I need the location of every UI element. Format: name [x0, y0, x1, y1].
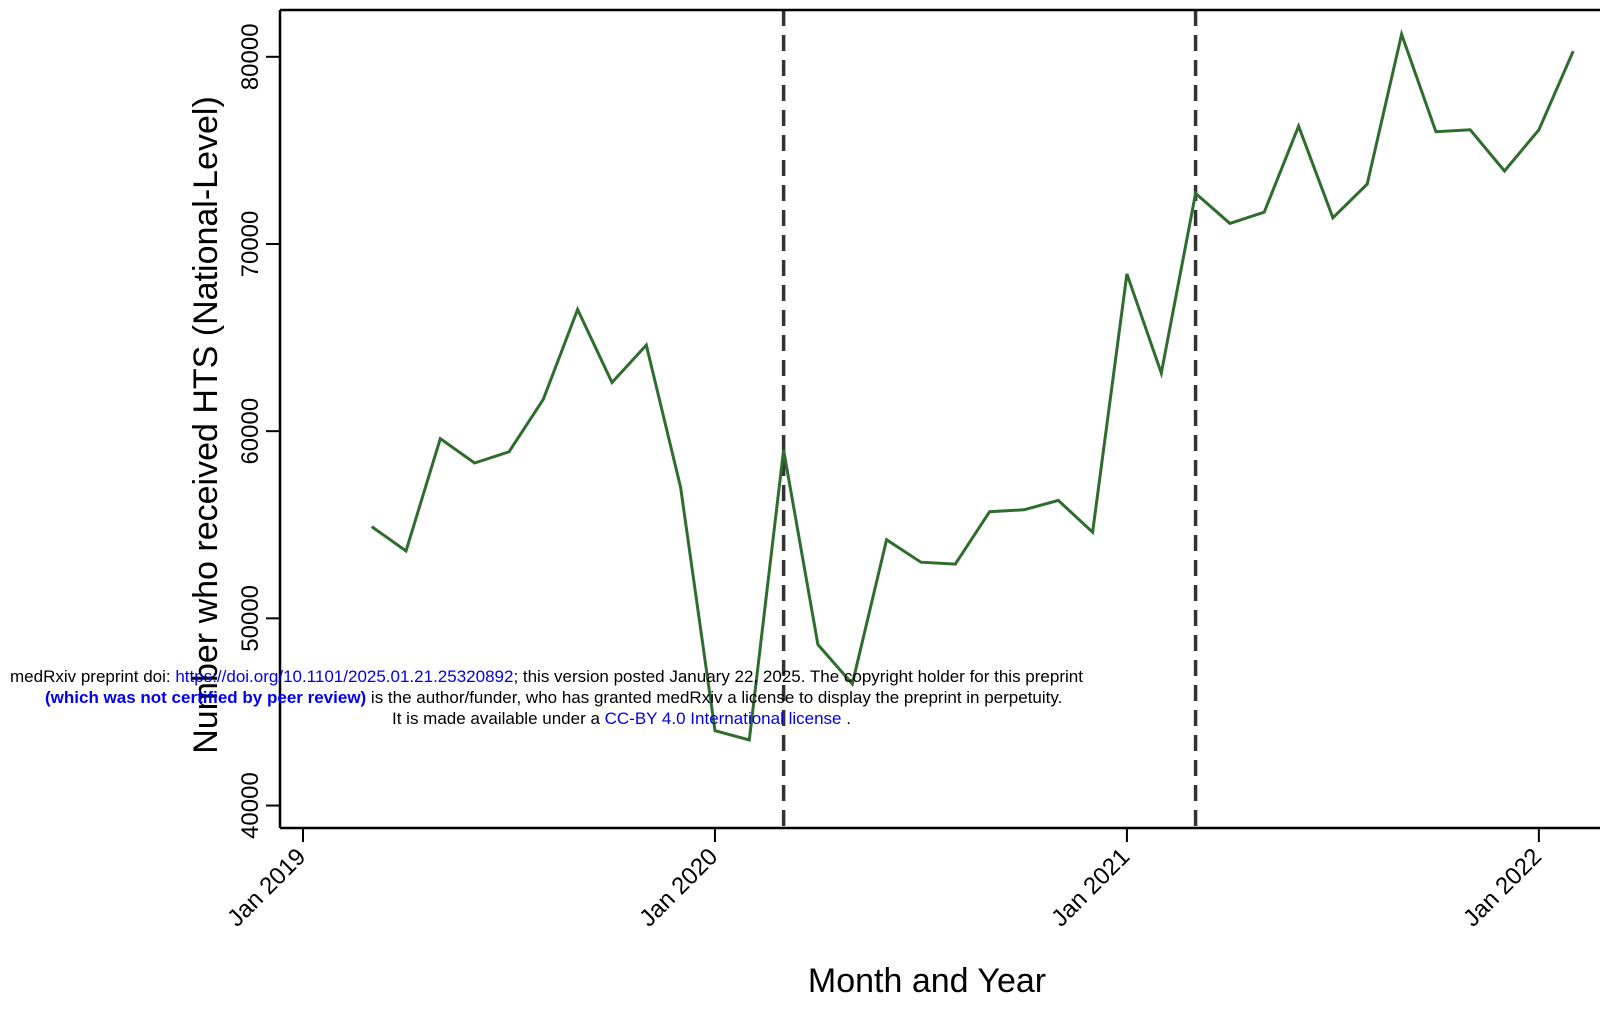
data-point: [1056, 498, 1060, 502]
data-point: [1571, 49, 1575, 53]
data-point: [1297, 124, 1301, 128]
data-point: [782, 448, 786, 452]
data-point: [644, 343, 648, 347]
data-point: [1091, 530, 1095, 534]
data-point: [1125, 272, 1129, 276]
data-point: [1400, 32, 1404, 36]
data-point: [370, 525, 374, 529]
doi-link[interactable]: https://doi.org/10.1101/2025.01.21.25320…: [175, 667, 514, 686]
banner-doi-prefix: medRxiv preprint doi:: [10, 667, 176, 686]
data-point: [507, 450, 511, 454]
reference-lines: [781, 10, 1198, 828]
data-point: [885, 538, 889, 542]
peer-review-note: (which was not certified by peer review): [45, 688, 367, 707]
x-tick-label: Jan 2021: [1046, 843, 1135, 932]
data-point: [1434, 130, 1438, 134]
data-point: [1537, 128, 1541, 132]
data-point: [1194, 191, 1198, 195]
data-point: [1159, 371, 1163, 375]
data-point: [1331, 216, 1335, 220]
data-point: [679, 485, 683, 489]
data-point: [988, 510, 992, 514]
data-point: [1503, 169, 1507, 173]
data-point: [1022, 508, 1026, 512]
banner-posted-text: ; this version posted January 22, 2025. …: [513, 667, 1083, 686]
y-tick-label: 60000: [237, 398, 264, 465]
banner-license-text: is the author/funder, who has granted me…: [366, 688, 1063, 707]
license-link[interactable]: CC-BY 4.0 International license: [604, 709, 842, 728]
data-point: [713, 729, 717, 733]
data-point: [1262, 210, 1266, 214]
data-point: [1228, 221, 1232, 225]
preprint-banner-line2: (which was not certified by peer review)…: [45, 688, 1600, 708]
data-point: [438, 437, 442, 441]
x-tick-label: Jan 2020: [634, 843, 723, 932]
data-point: [953, 562, 957, 566]
preprint-banner-line1: medRxiv preprint doi: https://doi.org/10…: [10, 667, 1600, 687]
data-point: [919, 560, 923, 564]
data-point: [473, 461, 477, 465]
y-tick-label: 70000: [237, 211, 264, 278]
y-tick-label: 40000: [237, 772, 264, 839]
data-points: [370, 32, 1576, 742]
data-point: [576, 307, 580, 311]
x-axis-label: Month and Year: [808, 962, 1046, 1000]
data-point: [816, 643, 820, 647]
series-line: [370, 28, 1575, 742]
data-point: [610, 380, 614, 384]
data-point: [1468, 128, 1472, 132]
banner-period: .: [841, 709, 851, 728]
x-tick-label: Jan 2022: [1458, 843, 1547, 932]
x-tick-label: Jan 2019: [222, 843, 311, 932]
y-tick-label: 80000: [237, 23, 264, 90]
data-point: [404, 549, 408, 553]
data-point: [1365, 182, 1369, 186]
data-point: [747, 738, 751, 742]
preprint-banner-line3: It is made available under a CC-BY 4.0 I…: [392, 709, 1600, 729]
y-axis-label: Number who received HTS (National-Level): [187, 96, 225, 754]
y-tick-label: 50000: [237, 585, 264, 652]
data-point: [541, 397, 545, 401]
banner-available-text: It is made available under a: [392, 709, 605, 728]
